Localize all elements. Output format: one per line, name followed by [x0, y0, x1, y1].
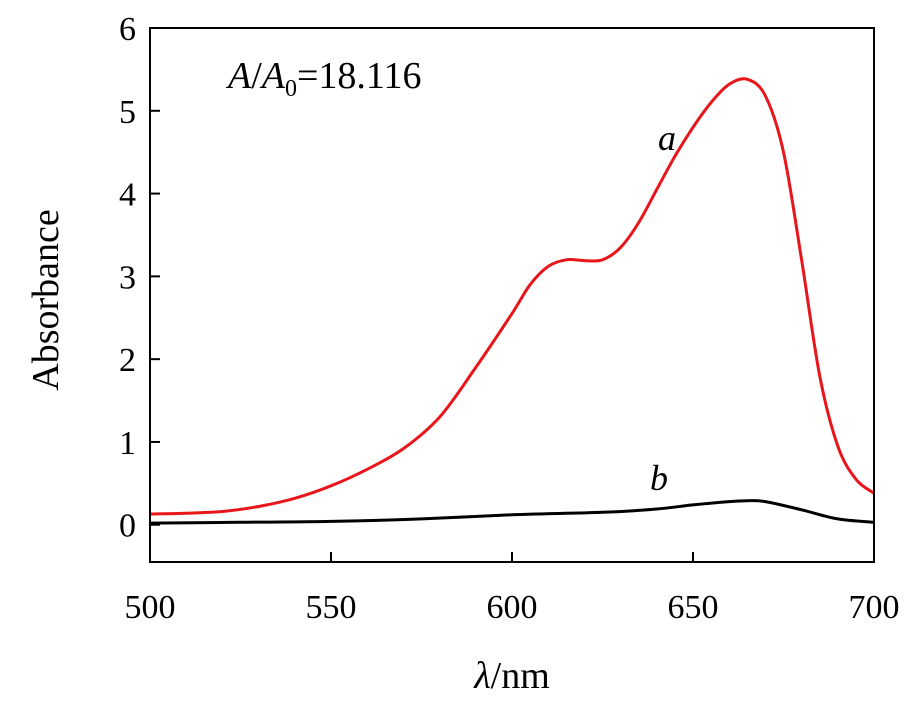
series-layer [149, 77, 875, 525]
y-tick-label: 2 [119, 342, 136, 379]
y-axis-ticks: 0 1 2 3 4 5 6 [119, 11, 160, 545]
curve-label-b: b [650, 458, 668, 498]
y-axis-title: Absorbance [25, 209, 67, 390]
plot-frame [149, 27, 875, 563]
y-tick-label: 0 [119, 508, 136, 545]
annotation-symbol-b: A [259, 55, 286, 97]
ratio-annotation: A/A0=18.116 [225, 55, 422, 102]
x-tick-label: 700 [849, 589, 900, 626]
x-axis-title: λ/nm [473, 655, 550, 697]
x-tick-label: 650 [668, 589, 719, 626]
y-tick-label: 6 [119, 11, 136, 48]
series-line-b [149, 499, 875, 525]
x-axis-ticks: 500 550 600 650 700 [125, 552, 900, 626]
x-tick-label: 600 [487, 589, 538, 626]
annotation-subscript: 0 [285, 76, 297, 102]
annotation-symbol-a: A [225, 55, 252, 97]
x-tick-label: 550 [306, 589, 357, 626]
x-axis-unit: /nm [491, 655, 550, 697]
y-tick-label: 5 [119, 94, 136, 131]
y-tick-label: 1 [119, 425, 136, 462]
annotation-value: =18.116 [297, 55, 422, 97]
series-line-a [149, 77, 875, 516]
y-tick-label: 4 [119, 177, 136, 214]
annotation-slash: / [251, 55, 262, 97]
y-tick-label: 3 [119, 259, 136, 296]
curve-label-a: a [658, 118, 676, 158]
x-axis-symbol: λ [473, 655, 490, 697]
x-tick-label: 500 [125, 589, 176, 626]
